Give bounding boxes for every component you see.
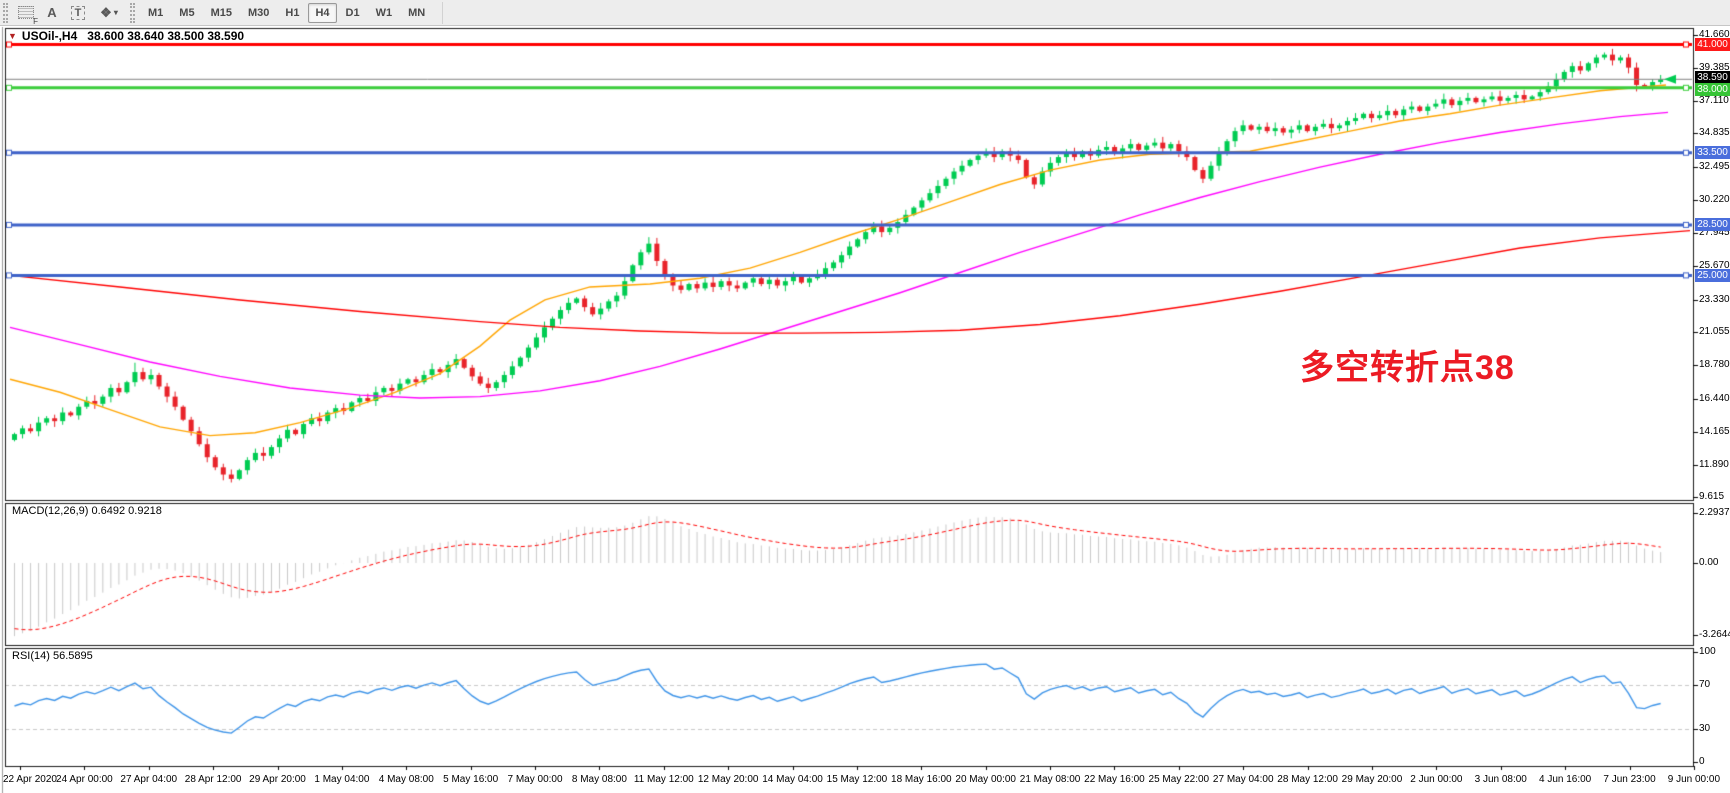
toolbar: F A T ❖ ▾ M1 M5 M15 M30 H1 H4 D1 W1 MN [0, 0, 1730, 26]
timeframe-button-M1[interactable]: M1 [148, 6, 164, 19]
timeframe-button-M5[interactable]: M5 [179, 6, 195, 19]
chart-window: ▼ USOil-,H4 38.600 38.640 38.500 38.590 … [0, 26, 1730, 793]
timeframe-button-MN[interactable]: MN [408, 6, 426, 19]
timeframe-button-H4[interactable]: H4 [308, 2, 337, 23]
chevron-down-icon: ▾ [113, 8, 118, 17]
toolbar-grip[interactable] [3, 2, 8, 23]
timeframe-button-H1[interactable]: H1 [285, 6, 300, 19]
text-tool-button[interactable]: T [65, 2, 91, 24]
pattern-fill-icon [18, 6, 34, 19]
draw-style-icon: ❖ [100, 4, 112, 20]
text-label-icon: A [47, 5, 57, 20]
draw-style-button[interactable]: ❖ ▾ [91, 2, 127, 24]
text-tool-icon: T [70, 5, 86, 20]
chart-canvas[interactable] [0, 26, 1730, 793]
timeframe-button-group: M1 M5 M15 M30 H1 H4 D1 W1 MN [140, 2, 433, 23]
pattern-fill-button[interactable]: F [13, 2, 39, 26]
text-label-button[interactable]: A [39, 2, 65, 24]
timeframe-button-W1[interactable]: W1 [375, 6, 393, 19]
pattern-fill-icon-letter: F [33, 16, 38, 26]
toolbar-separator [442, 1, 444, 24]
toolbar-grip-2[interactable] [130, 2, 135, 23]
timeframe-button-M30[interactable]: M30 [247, 6, 270, 19]
timeframe-button-D1[interactable]: D1 [345, 6, 360, 19]
timeframe-button-M15[interactable]: M15 [210, 6, 232, 19]
